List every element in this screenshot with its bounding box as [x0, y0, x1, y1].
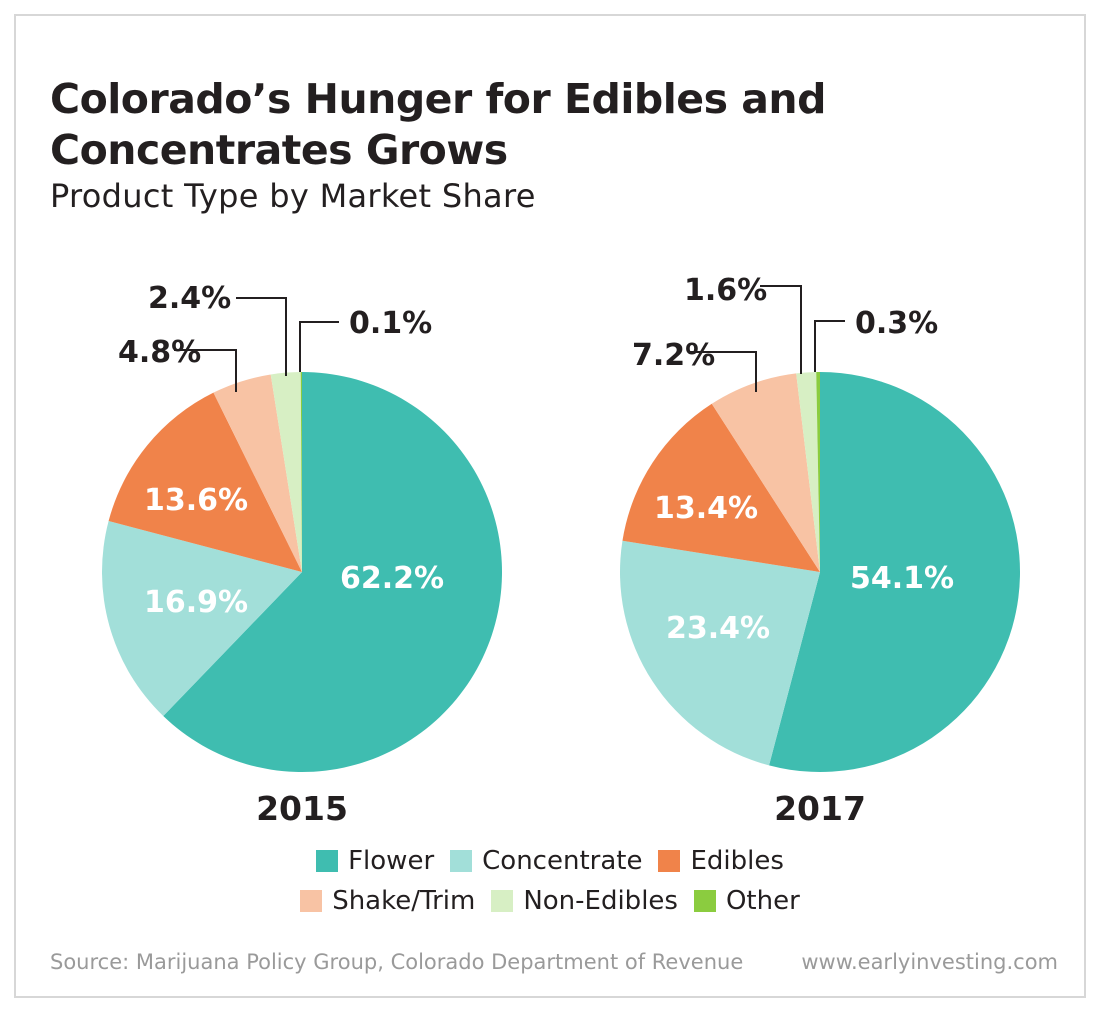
legend-label-edibles: Edibles	[690, 846, 784, 876]
pie-2017-slice-flower	[769, 371, 1021, 772]
pie-2015-slice-non-edibles	[270, 372, 302, 572]
pie-2015-label-5: 0.1%	[349, 306, 432, 341]
legend-item-shake-trim: Shake/Trim	[300, 886, 475, 916]
legend-row-2: Shake/Trim Non-Edibles Other	[0, 886, 1100, 916]
pie-2015-leader-5	[299, 321, 339, 372]
pie-2015-label-4: 2.4%	[148, 281, 231, 316]
pie-2017-label-1: 23.4%	[666, 611, 770, 646]
pie-2015-year-label: 2015	[256, 789, 348, 828]
legend-item-non-edibles: Non-Edibles	[491, 886, 678, 916]
pie-2017-leader-5	[814, 320, 845, 372]
pie-2017-label-5: 0.3%	[855, 306, 938, 341]
pie-2017-leader-3	[688, 351, 757, 392]
legend-label-non-edibles: Non-Edibles	[523, 886, 678, 916]
legend-label-flower: Flower	[348, 846, 435, 876]
source-note: Source: Marijuana Policy Group, Colorado…	[50, 950, 744, 974]
pie-2015-slice-concentrate	[102, 521, 303, 717]
legend-label-concentrate: Concentrate	[482, 846, 643, 876]
pie-2017-label-3: 7.2%	[632, 338, 715, 373]
pie-2017-slice-other	[816, 372, 820, 572]
pie-2015-label-2: 13.6%	[144, 483, 248, 518]
pie-2017-slice-non-edibles	[796, 372, 820, 572]
legend-item-edibles: Edibles	[658, 846, 784, 876]
pie-2017-label-2: 13.4%	[654, 491, 758, 526]
legend-row-1: Flower Concentrate Edibles	[0, 846, 1100, 876]
pie-2017-slice-edibles	[622, 403, 820, 572]
pie-2015-leader-4	[236, 297, 287, 376]
legend-swatch-other	[693, 890, 716, 912]
pie-2017-slice-concentrate	[619, 540, 820, 766]
pie-2015-slice-flower	[163, 372, 503, 773]
legend-item-other: Other	[693, 886, 800, 916]
pie-2017-label-0: 54.1%	[850, 561, 954, 596]
legend-swatch-edibles	[658, 850, 681, 872]
legend-swatch-concentrate	[450, 850, 473, 872]
legend-swatch-shake-trim	[300, 890, 323, 912]
legend-swatch-non-edibles	[491, 890, 514, 912]
legend-item-concentrate: Concentrate	[450, 846, 642, 876]
pie-2017-year-label: 2017	[774, 789, 866, 828]
pie-2015-slice-edibles	[108, 392, 302, 572]
pie-2015-label-3: 4.8%	[118, 335, 201, 370]
pie-2015-label-0: 62.2%	[340, 561, 444, 596]
chart-subtitle: Product Type by Market Share	[50, 177, 536, 215]
legend-swatch-flower	[316, 850, 339, 872]
legend-item-flower: Flower	[316, 846, 434, 876]
pie-2015-label-1: 16.9%	[144, 585, 248, 620]
pie-2015-leader-3	[174, 349, 237, 392]
legend-label-other: Other	[725, 886, 800, 916]
pie-2015-slice-other	[300, 371, 302, 572]
pie-2017-slice-shake-trim	[711, 373, 820, 572]
chart-title: Colorado’s Hunger for Edibles and Concen…	[50, 75, 826, 174]
website-credit: www.earlyinvesting.com	[801, 950, 1058, 974]
pie-2015-slice-shake-trim	[213, 374, 302, 572]
legend-label-shake-trim: Shake/Trim	[332, 886, 476, 916]
pie-2017-label-4: 1.6%	[684, 273, 767, 308]
pie-2017-leader-4	[760, 285, 802, 374]
